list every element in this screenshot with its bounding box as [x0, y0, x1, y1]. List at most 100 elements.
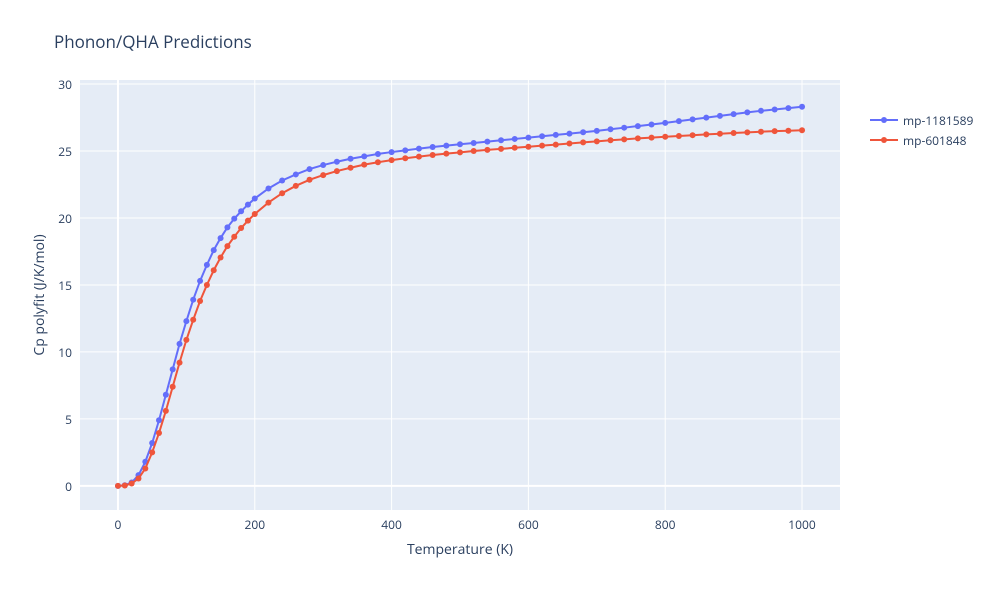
series-marker[interactable]: [512, 145, 518, 151]
series-marker[interactable]: [471, 148, 477, 154]
series-marker[interactable]: [676, 118, 682, 124]
series-marker[interactable]: [163, 408, 169, 414]
series-marker[interactable]: [649, 135, 655, 141]
series-marker[interactable]: [307, 166, 313, 172]
plot-area[interactable]: [80, 80, 840, 510]
series-marker[interactable]: [703, 115, 709, 121]
series-marker[interactable]: [690, 116, 696, 122]
series-marker[interactable]: [265, 200, 271, 206]
series-marker[interactable]: [389, 157, 395, 163]
series-marker[interactable]: [293, 171, 299, 177]
series-marker[interactable]: [471, 140, 477, 146]
series-marker[interactable]: [553, 132, 559, 138]
series-marker[interactable]: [772, 128, 778, 134]
series-marker[interactable]: [177, 360, 183, 366]
series-marker[interactable]: [183, 337, 189, 343]
series-marker[interactable]: [231, 234, 237, 240]
series-marker[interactable]: [785, 105, 791, 111]
series-marker[interactable]: [156, 417, 162, 423]
series-marker[interactable]: [238, 208, 244, 214]
series-marker[interactable]: [512, 136, 518, 142]
series-marker[interactable]: [430, 152, 436, 158]
series-marker[interactable]: [156, 430, 162, 436]
series-marker[interactable]: [717, 131, 723, 137]
series-marker[interactable]: [142, 465, 148, 471]
series-marker[interactable]: [785, 128, 791, 134]
series-marker[interactable]: [122, 482, 128, 488]
series-marker[interactable]: [744, 129, 750, 135]
series-marker[interactable]: [334, 159, 340, 165]
series-marker[interactable]: [553, 142, 559, 148]
series-marker[interactable]: [539, 133, 545, 139]
series-marker[interactable]: [539, 143, 545, 149]
series-marker[interactable]: [402, 155, 408, 161]
series-marker[interactable]: [204, 262, 210, 268]
series-marker[interactable]: [690, 132, 696, 138]
series-marker[interactable]: [621, 136, 627, 142]
series-marker[interactable]: [402, 147, 408, 153]
series-marker[interactable]: [149, 449, 155, 455]
series-marker[interactable]: [799, 104, 805, 110]
series-marker[interactable]: [443, 143, 449, 149]
series-marker[interactable]: [457, 141, 463, 147]
series-marker[interactable]: [197, 278, 203, 284]
series-line[interactable]: [118, 107, 802, 486]
series-marker[interactable]: [211, 247, 217, 253]
series-marker[interactable]: [279, 190, 285, 196]
series-marker[interactable]: [279, 177, 285, 183]
series-marker[interactable]: [772, 106, 778, 112]
series-marker[interactable]: [430, 144, 436, 150]
series-marker[interactable]: [389, 149, 395, 155]
series-marker[interactable]: [566, 140, 572, 146]
series-marker[interactable]: [375, 159, 381, 165]
series-marker[interactable]: [498, 137, 504, 143]
series-marker[interactable]: [129, 480, 135, 486]
series-marker[interactable]: [218, 235, 224, 241]
series-marker[interactable]: [307, 177, 313, 183]
series-marker[interactable]: [265, 186, 271, 192]
series-marker[interactable]: [252, 211, 258, 217]
series-marker[interactable]: [758, 108, 764, 114]
series-marker[interactable]: [703, 131, 709, 137]
series-marker[interactable]: [662, 134, 668, 140]
series-marker[interactable]: [348, 165, 354, 171]
series-marker[interactable]: [348, 156, 354, 162]
series-marker[interactable]: [607, 126, 613, 132]
series-marker[interactable]: [375, 151, 381, 157]
series-marker[interactable]: [566, 131, 572, 137]
series-marker[interactable]: [731, 111, 737, 117]
series-marker[interactable]: [211, 267, 217, 273]
series-marker[interactable]: [170, 366, 176, 372]
series-marker[interactable]: [799, 127, 805, 133]
series-marker[interactable]: [190, 317, 196, 323]
series-marker[interactable]: [676, 133, 682, 139]
series-marker[interactable]: [594, 138, 600, 144]
series-marker[interactable]: [416, 146, 422, 152]
series-marker[interactable]: [594, 128, 600, 134]
series-marker[interactable]: [758, 129, 764, 135]
series-marker[interactable]: [245, 202, 251, 208]
series-marker[interactable]: [190, 297, 196, 303]
series-marker[interactable]: [717, 113, 723, 119]
series-marker[interactable]: [115, 483, 121, 489]
series-marker[interactable]: [607, 137, 613, 143]
legend-item[interactable]: mp-601848: [870, 130, 973, 150]
series-marker[interactable]: [334, 168, 340, 174]
series-marker[interactable]: [662, 120, 668, 126]
series-marker[interactable]: [416, 154, 422, 160]
legend-item[interactable]: mp-1181589: [870, 110, 973, 130]
series-marker[interactable]: [361, 153, 367, 159]
series-marker[interactable]: [197, 298, 203, 304]
series-marker[interactable]: [320, 162, 326, 168]
series-marker[interactable]: [744, 109, 750, 115]
series-marker[interactable]: [635, 135, 641, 141]
series-line[interactable]: [118, 130, 802, 486]
series-marker[interactable]: [177, 341, 183, 347]
series-marker[interactable]: [238, 225, 244, 231]
series-marker[interactable]: [443, 151, 449, 157]
series-marker[interactable]: [252, 196, 258, 202]
series-marker[interactable]: [580, 139, 586, 145]
series-marker[interactable]: [224, 224, 230, 230]
series-marker[interactable]: [498, 146, 504, 152]
series-marker[interactable]: [484, 139, 490, 145]
